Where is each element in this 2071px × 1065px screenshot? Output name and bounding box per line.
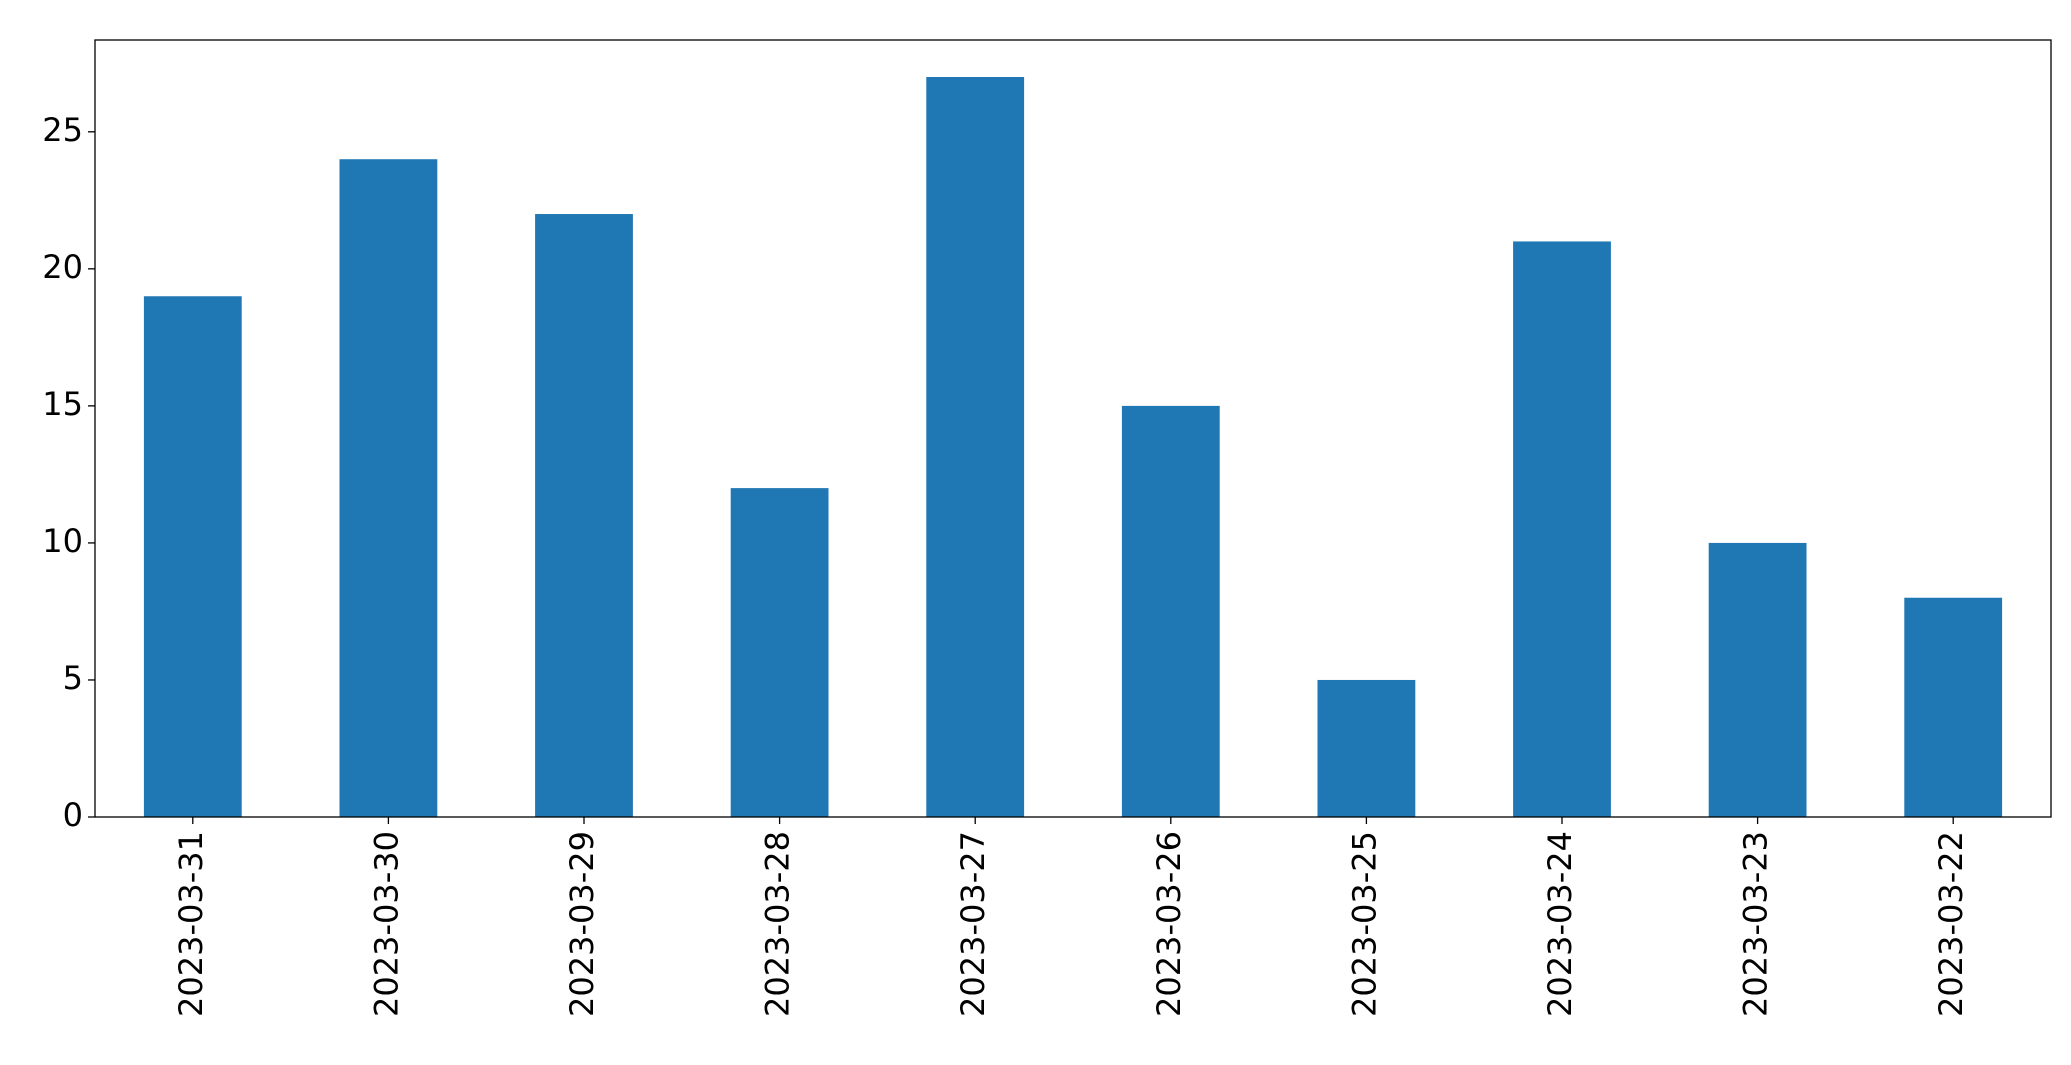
bar — [1513, 241, 1611, 817]
x-tick-label: 2023-03-30 — [367, 831, 405, 1017]
x-tick-label: 2023-03-25 — [1345, 831, 1383, 1017]
y-tick-label: 20 — [42, 248, 83, 286]
x-tick-label: 2023-03-31 — [172, 831, 210, 1017]
bar — [1317, 679, 1416, 817]
x-tick-label: 2023-03-27 — [954, 831, 992, 1017]
bar — [339, 159, 438, 817]
y-tick-label: 15 — [42, 385, 83, 423]
plot-frame — [94, 39, 2052, 818]
bar — [926, 77, 1025, 817]
x-tick-label: 2023-03-23 — [1737, 831, 1775, 1017]
x-tick-label: 2023-03-28 — [759, 831, 797, 1017]
x-tick-label: 2023-03-26 — [1150, 831, 1188, 1017]
y-tick-label: 10 — [42, 522, 83, 560]
bar — [1904, 597, 2003, 817]
x-tick-label: 2023-03-29 — [563, 831, 601, 1017]
bar — [143, 296, 242, 817]
x-tick-label: 2023-03-22 — [1932, 831, 1970, 1017]
y-tick-label: 0 — [63, 796, 83, 834]
y-tick-label: 25 — [42, 111, 83, 149]
bar — [535, 214, 633, 817]
bar — [730, 488, 829, 817]
x-tick-label: 2023-03-24 — [1541, 831, 1579, 1017]
bar — [1121, 405, 1220, 817]
y-tick-label: 5 — [63, 659, 83, 697]
bar — [1708, 542, 1807, 817]
